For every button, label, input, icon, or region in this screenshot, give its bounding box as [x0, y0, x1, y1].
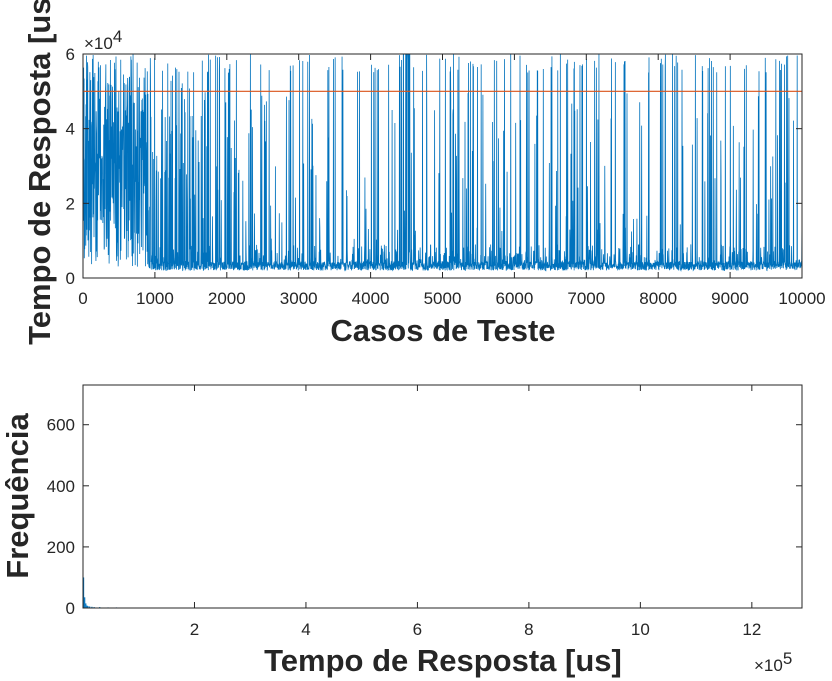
bottom-y-axis-label: Frequência	[0, 413, 35, 579]
top-y-exponent: ×104	[84, 27, 122, 53]
bottom-plot-frame	[82, 384, 803, 609]
top-y-axis-label: Tempo de Resposta [us]	[22, 0, 57, 345]
histogram-bar	[84, 597, 86, 608]
bottom-x-axis-label: Tempo de Resposta [us]	[264, 643, 622, 678]
histogram-bar	[86, 605, 88, 608]
top-x-axis-label: Casos de Teste	[330, 313, 555, 348]
top-x-tick-label: 7000	[567, 289, 605, 308]
bottom-x-exponent: ×105	[754, 649, 792, 675]
bottom-plot-area	[83, 385, 802, 608]
top-y-tick-label: 6	[66, 45, 75, 64]
histogram-bar	[91, 606, 93, 608]
response-time-histogram: 2 4 6 8 10 12 0 200 400 600 ×105 Tempo de Respos…	[0, 384, 803, 678]
histogram-bar	[89, 606, 91, 608]
response-time-line-chart: 0 1000 2000 3000 4000 5000 6000 7000 8000 9000 100…	[22, 0, 826, 348]
response-time-series-line	[82, 53, 803, 272]
bottom-x-tick-label: 2	[190, 620, 199, 639]
top-y-ticks: 0 2 4 6	[66, 45, 802, 288]
top-x-tick-label: 5000	[424, 289, 462, 308]
bottom-x-tick-label: 4	[301, 620, 310, 639]
top-x-tick-label: 4000	[352, 289, 390, 308]
top-y-tick-label: 4	[66, 120, 75, 139]
bottom-y-tick-label: 600	[47, 416, 75, 435]
top-x-tick-label: 10000	[778, 289, 825, 308]
bottom-x-ticks: 2 4 6 8 10 12	[190, 385, 761, 639]
bottom-x-tick-label: 8	[524, 620, 533, 639]
top-series-group	[82, 53, 803, 272]
top-x-tick-label: 0	[78, 289, 87, 308]
bottom-y-ticks: 0 200 400 600	[47, 416, 802, 618]
top-x-tick-label: 6000	[495, 289, 533, 308]
bottom-y-tick-label: 200	[47, 538, 75, 557]
bottom-y-tick-label: 0	[66, 599, 75, 618]
top-x-tick-label: 9000	[711, 289, 749, 308]
top-y-tick-label: 2	[66, 194, 75, 213]
top-x-tick-label: 1000	[136, 289, 174, 308]
bottom-x-tick-label: 12	[742, 620, 761, 639]
histogram-bar	[85, 603, 87, 608]
bottom-y-tick-label: 400	[47, 477, 75, 496]
top-x-tick-label: 3000	[280, 289, 318, 308]
top-y-tick-label: 0	[66, 269, 75, 288]
histogram-bar	[82, 577, 85, 608]
histogram-bar	[87, 606, 89, 608]
top-x-ticks: 0 1000 2000 3000 4000 5000 6000 7000 8000 9000 100…	[78, 54, 826, 308]
top-x-tick-label: 2000	[208, 289, 246, 308]
bottom-x-tick-label: 6	[413, 620, 422, 639]
top-x-tick-label: 8000	[639, 289, 677, 308]
bottom-x-tick-label: 10	[631, 620, 650, 639]
